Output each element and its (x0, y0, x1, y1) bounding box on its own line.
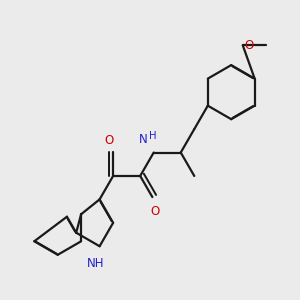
Text: O: O (244, 39, 254, 52)
Text: N: N (138, 133, 147, 146)
Text: O: O (151, 205, 160, 218)
Text: NH: NH (86, 257, 104, 270)
Text: O: O (104, 134, 113, 147)
Text: H: H (149, 131, 156, 141)
